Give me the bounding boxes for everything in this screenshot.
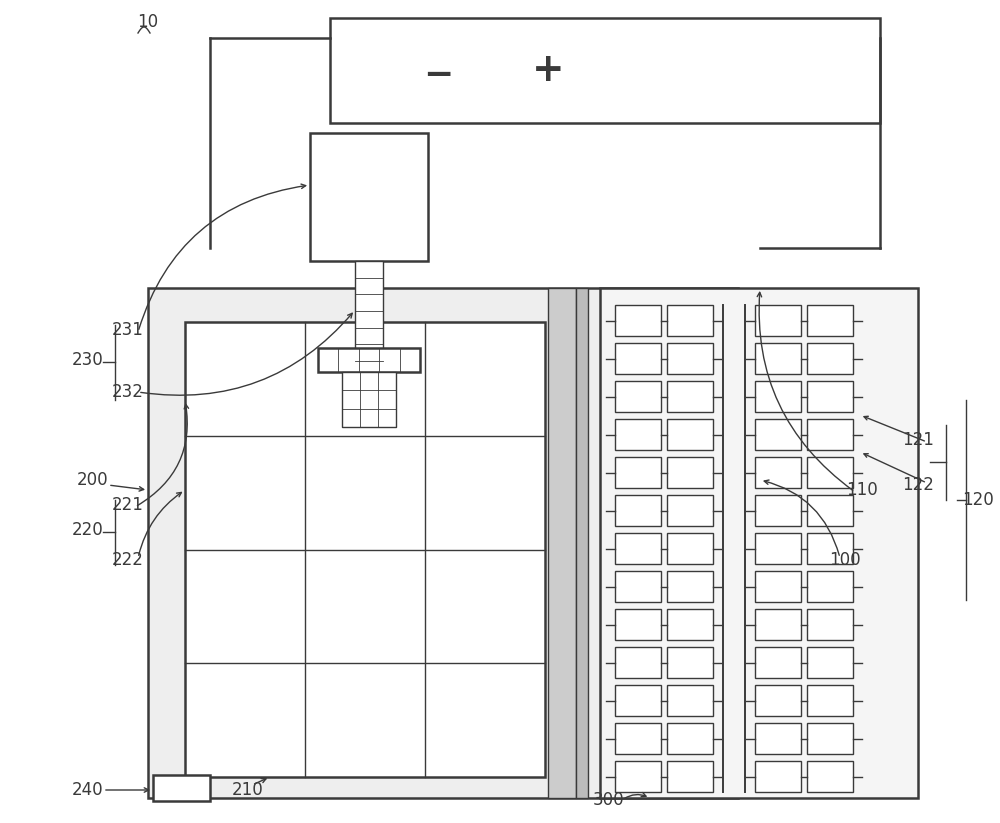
Bar xyxy=(667,761,713,792)
Bar xyxy=(755,343,801,374)
Bar xyxy=(148,288,738,798)
Bar xyxy=(615,647,661,678)
Bar xyxy=(667,381,713,412)
Text: 240: 240 xyxy=(72,781,104,799)
Text: 232: 232 xyxy=(112,383,144,401)
Text: 100: 100 xyxy=(829,551,861,569)
Bar xyxy=(548,288,576,798)
Bar xyxy=(667,533,713,564)
Text: 110: 110 xyxy=(846,481,878,499)
Bar xyxy=(755,609,801,640)
Bar xyxy=(807,419,853,450)
Bar xyxy=(807,647,853,678)
Text: +: + xyxy=(532,51,564,89)
Bar xyxy=(615,495,661,526)
Bar xyxy=(807,761,853,792)
Bar xyxy=(615,381,661,412)
Bar xyxy=(667,647,713,678)
Bar xyxy=(755,419,801,450)
Bar xyxy=(330,18,880,123)
Bar xyxy=(185,322,545,777)
Bar xyxy=(615,571,661,602)
Bar xyxy=(667,305,713,336)
Bar xyxy=(615,533,661,564)
Bar xyxy=(615,419,661,450)
Bar xyxy=(342,372,396,427)
Bar xyxy=(755,533,801,564)
Text: 210: 210 xyxy=(232,781,264,799)
Bar xyxy=(807,457,853,488)
Text: 221: 221 xyxy=(112,496,144,514)
Bar xyxy=(310,133,428,261)
Bar xyxy=(807,723,853,754)
Bar xyxy=(807,609,853,640)
Text: 120: 120 xyxy=(962,491,994,509)
Bar xyxy=(615,685,661,716)
Text: 10: 10 xyxy=(137,13,159,31)
Bar xyxy=(667,609,713,640)
Text: 231: 231 xyxy=(112,321,144,339)
Text: 230: 230 xyxy=(72,351,104,369)
Bar xyxy=(755,457,801,488)
Bar xyxy=(807,343,853,374)
Bar xyxy=(755,723,801,754)
Bar xyxy=(755,647,801,678)
Bar xyxy=(615,761,661,792)
Text: 222: 222 xyxy=(112,551,144,569)
Bar xyxy=(807,495,853,526)
Text: 122: 122 xyxy=(902,476,934,494)
Bar xyxy=(667,723,713,754)
Bar xyxy=(807,685,853,716)
Bar xyxy=(615,457,661,488)
Bar xyxy=(807,533,853,564)
Bar xyxy=(807,381,853,412)
Bar xyxy=(600,288,918,798)
Bar xyxy=(667,419,713,450)
Text: 121: 121 xyxy=(902,431,934,449)
Bar xyxy=(755,305,801,336)
Bar xyxy=(807,305,853,336)
Bar xyxy=(755,685,801,716)
Bar xyxy=(615,343,661,374)
Bar xyxy=(355,261,383,361)
Bar xyxy=(153,775,210,801)
Bar xyxy=(667,571,713,602)
Bar xyxy=(755,571,801,602)
Bar xyxy=(667,457,713,488)
Text: 300: 300 xyxy=(592,791,624,809)
Bar xyxy=(755,381,801,412)
Bar xyxy=(615,305,661,336)
Bar xyxy=(318,348,420,372)
Bar xyxy=(667,343,713,374)
Bar xyxy=(755,495,801,526)
Bar xyxy=(615,609,661,640)
Bar xyxy=(755,761,801,792)
Bar xyxy=(615,723,661,754)
Text: −: − xyxy=(423,58,453,92)
Bar xyxy=(576,288,588,798)
Text: 200: 200 xyxy=(77,471,109,489)
Text: 220: 220 xyxy=(72,521,104,539)
Bar xyxy=(667,495,713,526)
Bar xyxy=(807,571,853,602)
Bar xyxy=(667,685,713,716)
